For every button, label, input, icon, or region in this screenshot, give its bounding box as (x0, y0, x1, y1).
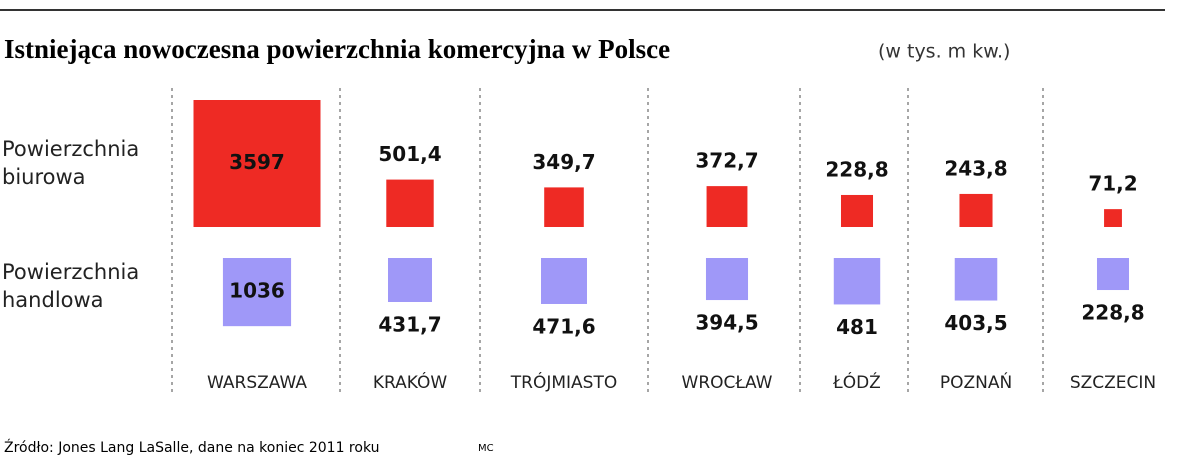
value-label: 471,6 (532, 314, 595, 338)
chart-title: Istniejąca nowoczesna powierzchnia komer… (4, 34, 670, 64)
square (1096, 258, 1130, 291)
square (544, 187, 584, 227)
square (705, 258, 749, 301)
x-tick-label: WROCŁAW (682, 373, 773, 393)
square (954, 258, 998, 301)
square (222, 258, 292, 327)
value-label: 394,5 (695, 311, 758, 335)
square (541, 258, 587, 304)
x-tick-label: POZNAŃ (940, 371, 1012, 393)
x-tick-label: KRAKÓW (373, 371, 447, 393)
value-label: 501,4 (378, 142, 441, 166)
value-label: 431,7 (378, 312, 441, 336)
value-label: 349,7 (532, 150, 595, 174)
value-label: 71,2 (1088, 172, 1137, 196)
legend-entry: Powierzchnia handlowa (2, 260, 140, 312)
chart-subtitle: (w tys. m kw.) (878, 41, 1010, 63)
value-label: 403,5 (944, 311, 1007, 335)
x-tick-label: TRÓJMIASTO (510, 371, 617, 393)
value-label: 228,8 (825, 157, 888, 181)
credit: MC (478, 443, 494, 454)
square (386, 179, 434, 227)
square (706, 186, 748, 227)
square (193, 100, 321, 227)
square (1104, 209, 1122, 227)
x-tick-label: SZCZECIN (1070, 373, 1156, 393)
square (840, 194, 874, 227)
value-label: 481 (836, 315, 878, 339)
square (833, 258, 881, 305)
value-label: 3597 (229, 150, 285, 174)
value-label: 1036 (229, 279, 285, 303)
value-label: 372,7 (695, 149, 758, 173)
x-tick-label: WARSZAWA (207, 373, 307, 393)
legend-entry: Powierzchnia biurowa (2, 137, 140, 189)
value-label: 228,8 (1081, 301, 1144, 325)
value-label: 243,8 (944, 156, 1007, 180)
x-tick-label: ŁÓDŹ (832, 371, 881, 393)
square (959, 193, 993, 227)
square (388, 258, 432, 302)
source: Źródło: Jones Lang LaSalle, dane na koni… (4, 438, 380, 456)
